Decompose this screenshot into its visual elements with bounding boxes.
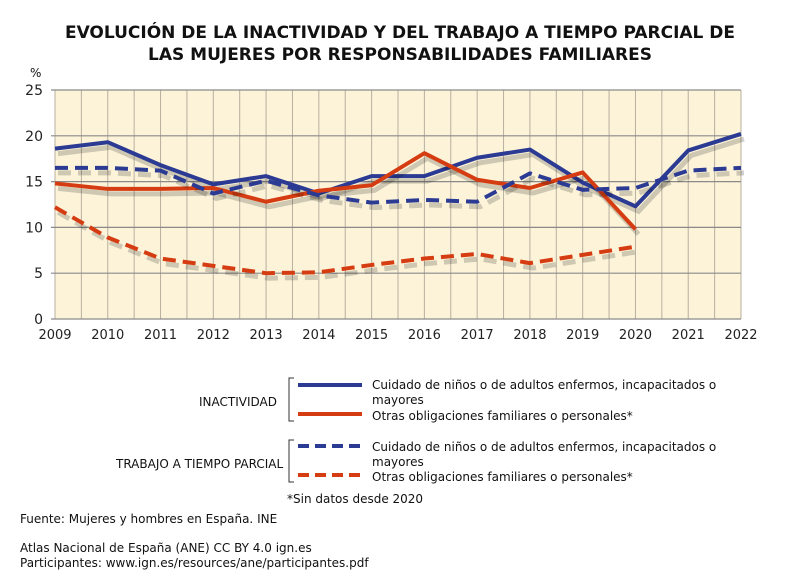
x-tick-label: 2015 (355, 328, 388, 343)
note: *Sin datos desde 2020 (287, 492, 424, 506)
legend-label: Otras obligaciones familiares o personal… (372, 470, 633, 484)
x-tick-label: 2013 (250, 328, 283, 343)
x-tick-label: 2021 (672, 328, 705, 343)
legend-label: Otras obligaciones familiares o personal… (372, 409, 633, 423)
x-tick-label: 2018 (513, 328, 546, 343)
x-tick-label: 2016 (408, 328, 441, 343)
title-line: LAS MUJERES POR RESPONSABILIDADES FAMILI… (148, 45, 652, 65)
series-line (54, 132, 742, 209)
y-tick-label: 0 (34, 312, 43, 328)
legend-group-inactividad: INACTIVIDAD (199, 395, 277, 409)
legend-label: Cuidado de niños o de adultos enfermos, … (372, 378, 717, 392)
x-tick-label: 2022 (724, 328, 757, 343)
legend-group-parcial: TRABAJO A TIEMPO PARCIAL (116, 457, 284, 471)
source: Fuente: Mujeres y hombres en España. INE (20, 512, 278, 526)
x-tick-label: 2010 (91, 328, 124, 343)
x-tick-label: 2019 (566, 328, 599, 343)
legend-label: Cuidado de niños o de adultos enfermos, … (372, 440, 717, 454)
y-tick-label: 5 (34, 266, 43, 282)
x-tick-label: 2014 (302, 328, 335, 343)
series-line (54, 205, 636, 276)
series-shadow (57, 136, 745, 215)
y-tick-label: 25 (25, 83, 43, 99)
x-tick-label: 2020 (619, 328, 652, 343)
series-shadow (56, 210, 639, 281)
x-tick-label: 2011 (144, 328, 177, 343)
title-line: EVOLUCIÓN DE LA INACTIVIDAD Y DEL TRABAJ… (64, 23, 736, 43)
legend-bracket (288, 439, 294, 483)
y-tick-label: 20 (25, 129, 43, 145)
license: Atlas Nacional de España (ANE) CC BY 4.0… (20, 541, 312, 555)
y-tick-label: 15 (25, 175, 43, 191)
series-line (54, 151, 637, 231)
series-line (55, 165, 742, 205)
y-tick-label: 10 (25, 220, 43, 236)
y-axis-label: % (30, 66, 42, 80)
legend-label: mayores (372, 455, 424, 469)
x-tick-label: 2009 (38, 328, 71, 343)
legend-label: mayores (372, 393, 424, 407)
chart-title: EVOLUCIÓN DE LA INACTIVIDAD Y DEL TRABAJ… (0, 22, 800, 66)
x-tick-label: 2017 (461, 328, 494, 343)
participants: Participantes: www.ign.es/resources/ane/… (20, 556, 369, 570)
x-tick-label: 2012 (197, 328, 230, 343)
series-shadow (57, 155, 641, 236)
series-shadow (58, 170, 745, 211)
legend-bracket (288, 377, 294, 422)
